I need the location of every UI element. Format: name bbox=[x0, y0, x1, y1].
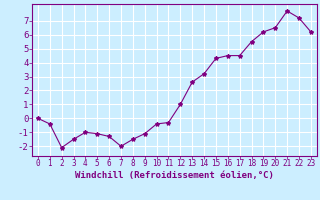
X-axis label: Windchill (Refroidissement éolien,°C): Windchill (Refroidissement éolien,°C) bbox=[75, 171, 274, 180]
